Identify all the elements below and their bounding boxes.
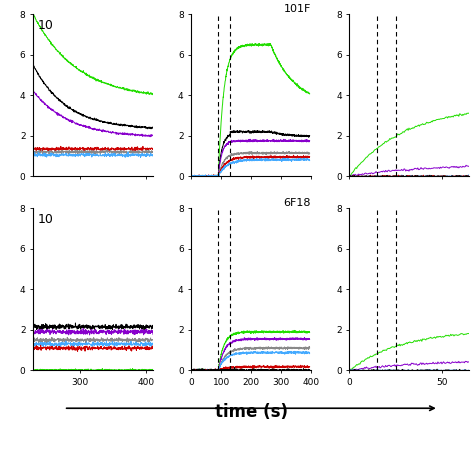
Text: 101F: 101F: [284, 4, 311, 14]
Text: 6F18: 6F18: [283, 198, 311, 208]
Text: 10: 10: [38, 19, 54, 32]
Text: time (s): time (s): [215, 403, 288, 421]
Text: 10: 10: [38, 213, 54, 226]
